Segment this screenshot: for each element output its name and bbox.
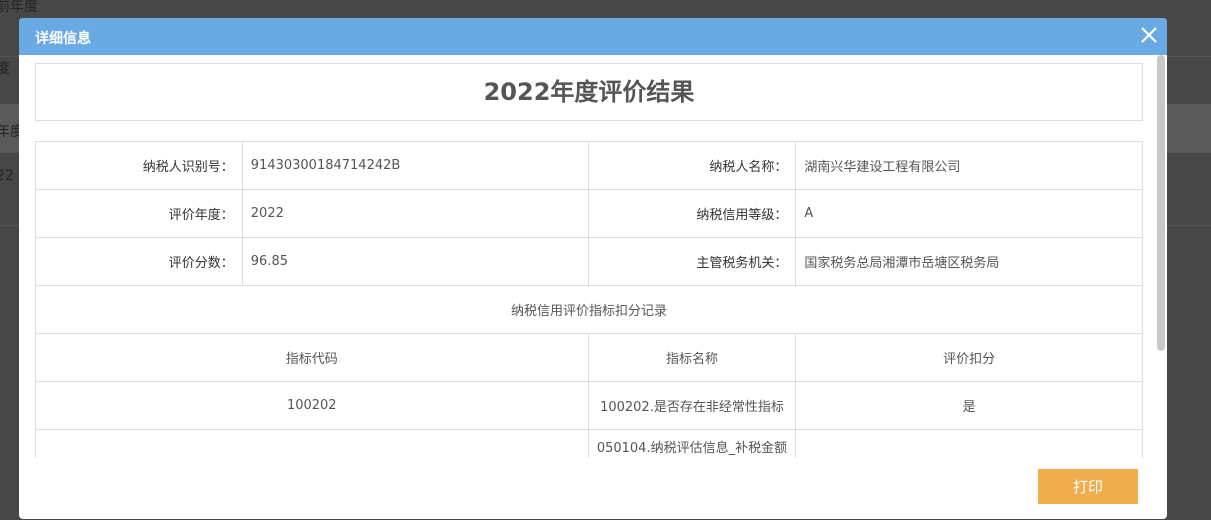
info-row: 评价年度： 2022 纳税信用等级： A xyxy=(35,189,1143,238)
scrollbar[interactable] xyxy=(1157,55,1165,351)
label: 纳税信用等级： xyxy=(587,189,797,238)
label: 纳税人名称： xyxy=(587,141,797,190)
deduction: 是 xyxy=(795,381,1143,430)
index-code: 100202 xyxy=(35,381,589,430)
value: 91430300184714242B xyxy=(241,141,589,190)
index-name: 100202.是否存在非经常性指标 xyxy=(587,381,797,430)
value: 湖南兴华建设工程有限公司 xyxy=(795,141,1143,190)
column-header: 指标代码 xyxy=(35,333,589,382)
print-button[interactable]: 打印 xyxy=(1038,469,1138,504)
background-text: 22 xyxy=(0,168,14,184)
info-row: 纳税人识别号： 91430300184714242B 纳税人名称： 湖南兴华建设… xyxy=(35,141,1143,190)
value: 国家税务总局湘潭市岳塘区税务局 xyxy=(795,237,1143,286)
info-row: 评价分数： 96.85 主管税务机关： 国家税务总局湘潭市岳塘区税务局 xyxy=(35,237,1143,286)
table-row: 100202 100202.是否存在非经常性指标 是 xyxy=(35,381,1143,430)
value: A xyxy=(795,189,1143,238)
detail-dialog: 详细信息 2022年度评价结果 纳税人识别号： 9143030018471424… xyxy=(19,18,1167,519)
background-text: 年度 xyxy=(0,124,24,140)
section-row: 纳税信用评价指标扣分记录 xyxy=(35,285,1143,334)
column-header: 评价扣分 xyxy=(795,333,1143,382)
background-text: 前年度 xyxy=(0,0,38,15)
dialog-title: 详细信息 xyxy=(35,31,91,47)
label: 主管税务机关： xyxy=(587,237,797,286)
result-title: 2022年度评价结果 xyxy=(35,63,1143,121)
label: 评价分数： xyxy=(35,237,243,286)
deduction-section-title: 纳税信用评价指标扣分记录 xyxy=(35,285,1143,334)
column-header: 指标名称 xyxy=(587,333,797,382)
dialog-header: 详细信息 xyxy=(19,18,1167,55)
label: 评价年度： xyxy=(35,189,243,238)
dialog-footer: 打印 xyxy=(19,458,1167,519)
label: 纳税人识别号： xyxy=(35,141,243,190)
deduction xyxy=(795,429,1143,458)
index-code xyxy=(35,429,589,458)
info-table: 纳税人识别号： 91430300184714242B 纳税人名称： 湖南兴华建设… xyxy=(35,141,1143,458)
column-header-row: 指标代码 指标名称 评价扣分 xyxy=(35,333,1143,382)
table-row: 050104.纳税评估信息_补税金额1万元以上且占当年应纳税额 xyxy=(35,429,1143,458)
value: 96.85 xyxy=(241,237,589,286)
close-icon[interactable] xyxy=(1137,23,1161,47)
background-text: 度 xyxy=(0,61,10,77)
dialog-content[interactable]: 2022年度评价结果 纳税人识别号： 91430300184714242B 纳税… xyxy=(19,55,1167,458)
value: 2022 xyxy=(241,189,589,238)
index-name: 050104.纳税评估信息_补税金额1万元以上且占当年应纳税额 xyxy=(587,429,797,458)
